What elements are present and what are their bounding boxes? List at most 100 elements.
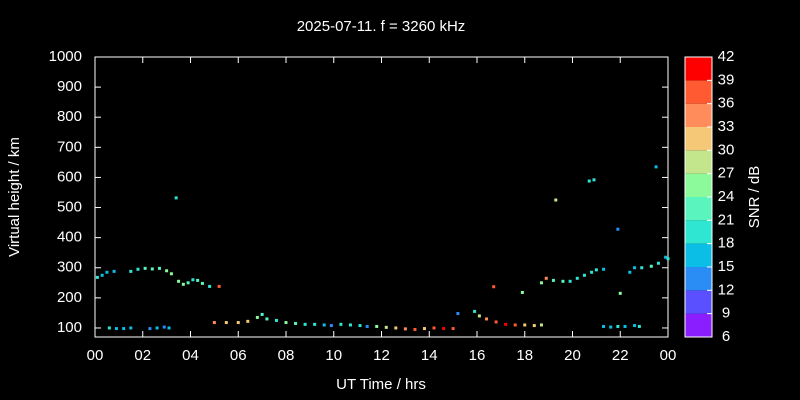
point [100, 273, 104, 277]
point [432, 326, 436, 330]
x-tick-label: 22 [612, 347, 629, 364]
colorbar-tick-label: 18 [718, 235, 735, 252]
point [594, 268, 598, 272]
point [633, 324, 637, 328]
point [477, 314, 481, 318]
colorbar-segment [685, 57, 712, 81]
point [196, 278, 200, 282]
x-tick-label: 08 [278, 347, 295, 364]
x-tick-label: 00 [87, 347, 104, 364]
point [582, 273, 586, 277]
point [155, 326, 159, 330]
colorbar-segment [685, 243, 712, 267]
point [666, 257, 670, 261]
point [177, 279, 181, 283]
point [628, 270, 632, 274]
point [485, 317, 489, 321]
point [169, 272, 173, 276]
point [504, 322, 508, 326]
x-tick-label: 18 [516, 347, 533, 364]
colorbar-segment [685, 150, 712, 174]
point [664, 255, 668, 259]
point [165, 269, 169, 273]
point [623, 324, 627, 328]
y-tick-label: 100 [57, 319, 82, 336]
colorbar-tick-label: 30 [718, 141, 735, 158]
colorbar-segment [685, 197, 712, 221]
point [654, 165, 658, 169]
point [114, 327, 118, 331]
point [329, 324, 333, 328]
colorbar-segment [685, 290, 712, 314]
point [656, 261, 660, 265]
colorbar-segment [685, 313, 712, 337]
point [246, 319, 250, 323]
colorbar-segment [685, 173, 712, 197]
point [544, 276, 548, 280]
x-tick-label: 20 [564, 347, 581, 364]
point [236, 321, 240, 325]
point [384, 325, 388, 329]
point [186, 281, 190, 285]
point [575, 276, 579, 280]
point [523, 323, 527, 327]
colorbar-segment [685, 267, 712, 291]
point [637, 324, 641, 328]
point [513, 323, 517, 327]
point [451, 327, 455, 331]
point [208, 284, 212, 288]
x-tick-label: 12 [373, 347, 390, 364]
colorbar-tick-label: 33 [718, 118, 735, 135]
point [649, 264, 653, 268]
point [322, 323, 326, 327]
colorbar-segment [685, 103, 712, 127]
colorbar-tick-label: 9 [722, 305, 730, 322]
point [456, 312, 460, 316]
point [633, 266, 637, 270]
y-tick-label: 600 [57, 168, 82, 185]
point [294, 321, 298, 325]
colorbar-segment [685, 220, 712, 244]
point [224, 321, 228, 325]
point [255, 315, 259, 319]
colorbar-segment [685, 80, 712, 104]
point [640, 266, 644, 270]
point [587, 179, 591, 183]
point [181, 282, 185, 286]
point [212, 321, 216, 325]
point [375, 324, 379, 328]
colorbar-tick-label: 24 [718, 188, 735, 205]
point [313, 322, 317, 326]
point [162, 325, 166, 329]
point [348, 323, 352, 327]
y-tick-label: 900 [57, 78, 82, 95]
point [150, 267, 154, 271]
point [174, 196, 178, 200]
point [284, 321, 288, 325]
point [260, 312, 264, 316]
x-tick-label: 10 [325, 347, 342, 364]
point [592, 178, 596, 182]
point [590, 270, 594, 274]
colorbar-tick-label: 12 [718, 281, 735, 298]
y-tick-label: 800 [57, 108, 82, 125]
y-tick-label: 200 [57, 289, 82, 306]
x-tick-label: 04 [182, 347, 199, 364]
colorbar-tick-label: 27 [718, 165, 735, 182]
point [136, 267, 140, 271]
point [568, 279, 572, 283]
point [129, 326, 133, 330]
point [494, 320, 498, 324]
point [148, 327, 152, 331]
point [191, 278, 195, 282]
point [122, 327, 126, 331]
point [365, 324, 369, 328]
colorbar-tick-label: 15 [718, 258, 735, 275]
point [422, 327, 426, 331]
point [403, 327, 407, 331]
point [473, 309, 477, 313]
point [551, 278, 555, 282]
point [339, 322, 343, 326]
point [492, 285, 496, 289]
